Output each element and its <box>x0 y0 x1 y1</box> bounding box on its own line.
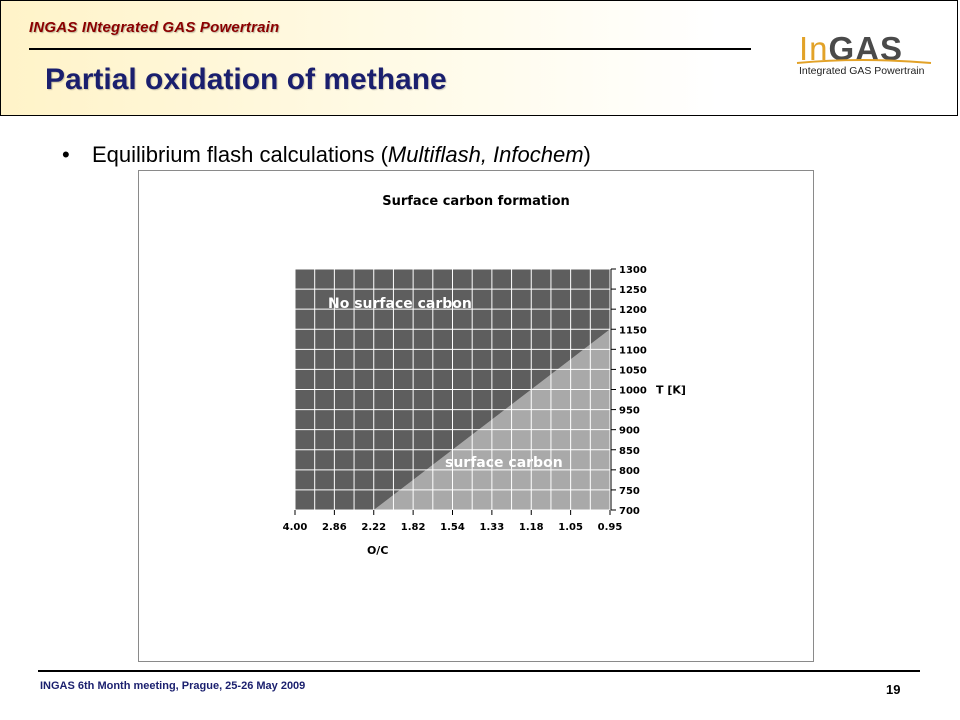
x-tick-label: 2.22 <box>361 522 386 533</box>
x-tick-label: 1.54 <box>440 522 465 533</box>
x-tick-label: 0.95 <box>598 522 623 533</box>
y-tick-label: 1300 <box>619 265 647 276</box>
y-tick-label: 750 <box>619 486 640 497</box>
x-tick-label: 1.33 <box>480 522 505 533</box>
y-tick-label: 850 <box>619 446 640 457</box>
plot-area <box>294 268 612 511</box>
brand-tag: INGAS INtegrated GAS Powertrain <box>29 19 280 36</box>
chart-frame: Surface carbon formation No surface carb… <box>138 170 814 662</box>
x-tick-label: 1.82 <box>401 522 426 533</box>
surface-carbon-chart: Surface carbon formation No surface carb… <box>283 194 686 557</box>
logo-subtitle: Integrated GAS Powertrain <box>799 65 925 77</box>
chart-title: Surface carbon formation <box>382 194 570 209</box>
y-axis-ticks: 700 750 800 850 900 950 1000 1050 1100 1150 1200 12… <box>611 265 647 517</box>
footer-meeting: INGAS 6th Month meeting, Prague, 25-26 M… <box>40 680 306 692</box>
x-tick-label: 2.86 <box>322 522 347 533</box>
y-tick-label: 800 <box>619 466 640 477</box>
y-tick-label: 1100 <box>619 345 647 356</box>
footer-divider <box>38 670 920 672</box>
y-axis-label: T [K] <box>656 384 686 397</box>
ingas-logo: InGAS Integrated GAS Powertrain <box>791 29 941 91</box>
slide-header: INGAS INtegrated GAS Powertrain Partial … <box>0 0 958 116</box>
bullet-text-prefix: Equilibrium flash calculations ( <box>92 142 388 167</box>
y-tick-label: 1150 <box>619 325 647 336</box>
x-tick-label: 4.00 <box>283 522 308 533</box>
y-tick-label: 700 <box>619 506 640 517</box>
logo-swoosh-icon <box>796 59 932 64</box>
x-tick-label: 1.18 <box>519 522 544 533</box>
region-label-surface-carbon: surface carbon <box>445 455 563 471</box>
y-tick-label: 1000 <box>619 386 647 397</box>
y-tick-label: 1050 <box>619 365 647 376</box>
slide-title: Partial oxidation of methane <box>45 63 447 96</box>
region-label-no-surface-carbon: No surface carbon <box>328 296 472 312</box>
y-tick-label: 1250 <box>619 285 647 296</box>
y-tick-label: 950 <box>619 406 640 417</box>
x-tick-label: 1.05 <box>558 522 583 533</box>
y-tick-label: 900 <box>619 426 640 437</box>
bullet-text-software: Multiflash, Infochem <box>387 142 584 167</box>
page-number: 19 <box>886 682 901 697</box>
header-divider <box>29 48 751 50</box>
x-axis-ticks: 4.00 2.86 2.22 1.82 1.54 1.33 1.18 1.05 0.95 <box>283 510 623 533</box>
bullet-symbol: • <box>62 142 70 167</box>
y-tick-label: 1200 <box>619 305 647 316</box>
bullet-text-suffix: ) <box>583 142 591 167</box>
x-axis-label: O/C <box>367 544 388 557</box>
bullet-item: • Equilibrium flash calculations (Multifl… <box>62 142 591 168</box>
